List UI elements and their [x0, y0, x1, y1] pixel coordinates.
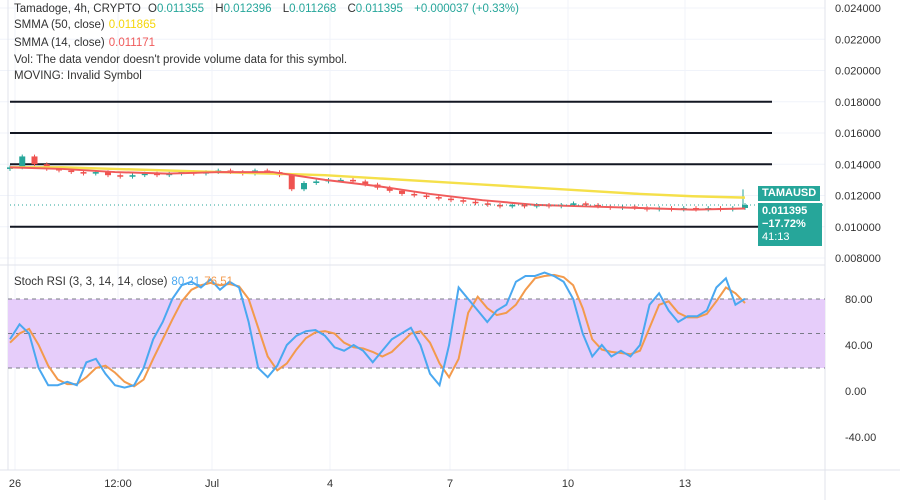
stoch-axis-label: 40.00 [845, 340, 873, 352]
candle [313, 181, 320, 183]
open-value: 0.011355 [156, 3, 205, 15]
smma14-value: 0.011171 [108, 37, 156, 49]
price-tag: 0.011395 −17.72% 41:13 [758, 203, 822, 246]
smma14-legend[interactable]: SMMA (14, close) 0.011171 [14, 37, 159, 49]
ohlc-legend: Tamadoge, 4h, CRYPTO O0.011355 H0.012396… [14, 3, 523, 15]
stoch-axis-label: -40.00 [845, 432, 876, 444]
smma50-value: 0.011865 [108, 19, 156, 31]
smma50-line [10, 166, 746, 199]
volume-legend[interactable]: Vol: The data vendor doesn't provide vol… [14, 54, 348, 66]
time-axis-label: 26 [9, 478, 21, 490]
candle [484, 203, 491, 205]
price-axis-label: 0.016000 [835, 128, 881, 140]
moving-legend[interactable]: MOVING: Invalid Symbol [14, 70, 142, 82]
candle [117, 175, 124, 177]
stoch-legend[interactable]: Stoch RSI (3, 3, 14, 14, close) 80.21 76.5… [14, 276, 237, 288]
candle [129, 175, 136, 177]
candle [362, 181, 369, 185]
price-axis-label: 0.020000 [835, 66, 881, 78]
smma50-legend[interactable]: SMMA (50, close) 0.011865 [14, 19, 160, 31]
symbol-tag: TAMAUSD [758, 186, 821, 201]
candle [31, 156, 38, 165]
candle [521, 204, 528, 207]
stoch-d-value: 76.51 [204, 276, 233, 288]
candle [301, 183, 307, 190]
high-label: H [215, 3, 224, 15]
candle [80, 172, 87, 174]
price-axis-label: 0.018000 [835, 97, 881, 109]
candle [742, 204, 748, 208]
stoch-k-value: 80.21 [171, 276, 201, 288]
change-value: +0.000037 (+0.33%) [414, 3, 519, 15]
candle [460, 200, 467, 202]
price-axis-label: 0.014000 [835, 159, 881, 171]
time-axis-label: Jul [205, 478, 219, 490]
candle [423, 195, 430, 198]
stoch-label: Stoch RSI (3, 3, 14, 14, close) [14, 276, 168, 288]
price-tag-countdown: 41:13 [762, 231, 790, 243]
price-axis-label: 0.024000 [835, 3, 881, 15]
candle [582, 203, 589, 205]
candle [386, 187, 393, 191]
price-axis-label: 0.010000 [835, 222, 881, 234]
candle [337, 179, 344, 182]
candle [399, 190, 405, 194]
open-label: O [147, 3, 157, 15]
stoch-axis-label: 0.00 [845, 386, 866, 398]
price-axis-label: 0.008000 [835, 253, 881, 265]
candle [141, 173, 148, 176]
time-axis-label: 10 [562, 478, 574, 490]
low-value: 0.011268 [289, 3, 337, 15]
smma50-label: SMMA (50, close) [14, 19, 105, 31]
candle [497, 204, 503, 207]
candle [350, 179, 356, 182]
stoch-k-line [9, 271, 746, 389]
smma14-line [9, 166, 746, 211]
time-axis-label: 13 [679, 478, 691, 490]
candle [154, 173, 160, 176]
candle [92, 172, 99, 174]
candle [472, 201, 479, 204]
candle [19, 156, 26, 168]
smma14-label: SMMA (14, close) [14, 37, 105, 49]
price-axis-label: 0.012000 [835, 191, 881, 203]
symbol-info: Tamadoge, 4h, CRYPTO [14, 3, 141, 15]
close-label: C [347, 3, 356, 15]
candle [68, 170, 75, 173]
candle [570, 203, 577, 205]
close-value: 0.011395 [355, 3, 403, 15]
candle [509, 204, 516, 207]
price-axis-label: 0.022000 [835, 34, 881, 46]
candle [448, 198, 454, 201]
high-value: 0.012396 [223, 3, 272, 15]
time-axis-label: 12:00 [104, 478, 132, 490]
time-axis-label: 4 [327, 478, 333, 490]
time-axis-label: 7 [447, 478, 453, 490]
low-label: L [282, 3, 290, 15]
candle [595, 204, 601, 207]
candle [105, 172, 111, 176]
candle [288, 175, 295, 190]
price-tag-price: 0.011395 [762, 205, 808, 217]
stoch-axis-label: 80.00 [845, 294, 873, 306]
candle [411, 193, 418, 196]
price-tag-change: −17.72% [762, 218, 806, 230]
candle [435, 197, 442, 199]
